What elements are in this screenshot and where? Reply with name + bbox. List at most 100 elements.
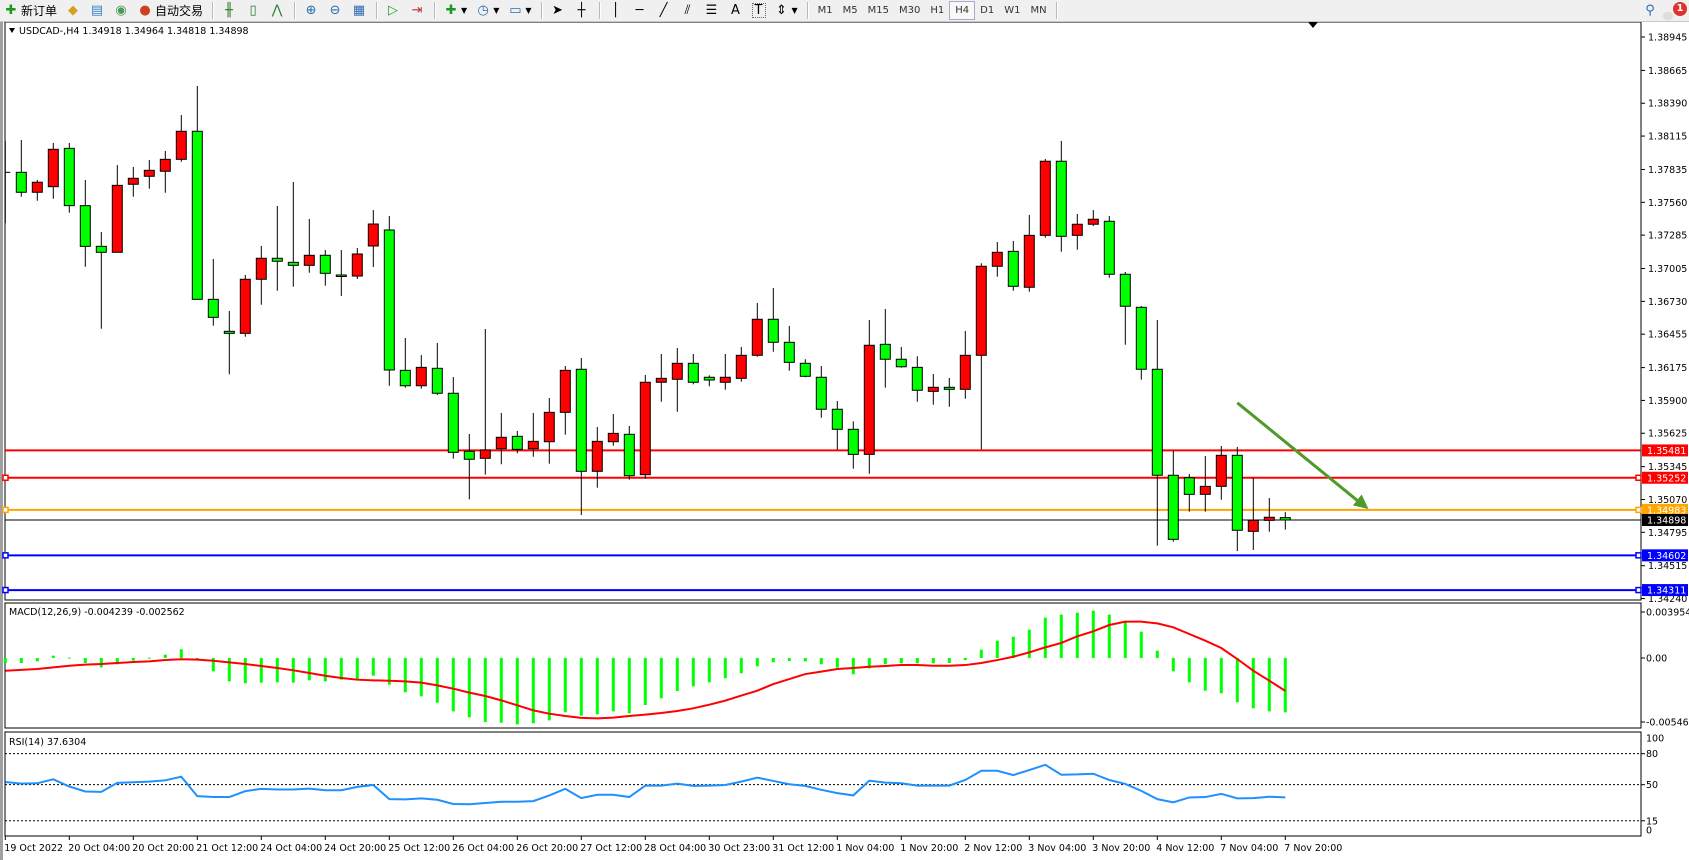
line-handle-left[interactable]	[2, 586, 9, 594]
timeframe-m5[interactable]: M5	[842, 5, 858, 16]
candle-body[interactable]	[847, 428, 859, 455]
candle-body[interactable]	[255, 257, 267, 280]
candle-body[interactable]	[111, 184, 123, 253]
timeframe-h1[interactable]: H1	[930, 5, 945, 16]
candle-body[interactable]	[623, 433, 635, 477]
candle-body[interactable]	[319, 254, 331, 274]
candle-body[interactable]	[783, 341, 795, 363]
candle-body[interactable]	[1103, 220, 1115, 275]
candle-body[interactable]	[47, 148, 59, 188]
candle-body[interactable]	[991, 251, 1003, 267]
zoom-out-button[interactable]: ⊖	[324, 1, 346, 20]
candle-body[interactable]	[927, 386, 939, 392]
candle-body[interactable]	[799, 362, 811, 377]
candle-body[interactable]	[15, 171, 27, 193]
candle-body[interactable]	[1055, 160, 1067, 237]
search-button[interactable]: ⚲	[1639, 1, 1661, 20]
line-chart-button[interactable]: ⋀	[266, 1, 288, 20]
fibonacci-button[interactable]: ☰	[701, 1, 723, 20]
line-handle-right[interactable]	[1635, 474, 1642, 482]
line-handle-right[interactable]	[1635, 506, 1642, 514]
text-label-button[interactable]: T	[749, 1, 769, 20]
candle-body[interactable]	[815, 376, 827, 410]
line-handle-left[interactable]	[2, 474, 9, 482]
candle-body[interactable]	[895, 358, 907, 368]
candle-body[interactable]	[415, 366, 427, 387]
auto-trading-button[interactable]: ● 自动交易	[134, 1, 206, 20]
candle-body[interactable]	[671, 362, 683, 380]
arrows-button[interactable]: ⇕ ▼	[771, 1, 801, 20]
candle-body[interactable]	[767, 318, 779, 343]
vertical-line-button[interactable]: │	[605, 1, 627, 20]
timeframe-mn[interactable]: MN	[1030, 5, 1047, 16]
annotation-arrow-shaft[interactable]	[1236, 401, 1362, 505]
candle-body[interactable]	[367, 223, 379, 247]
candle-body[interactable]	[239, 278, 251, 334]
candle-body[interactable]	[863, 344, 875, 455]
line-handle-left[interactable]	[2, 552, 9, 559]
candle-body[interactable]	[31, 181, 43, 193]
candle-body[interactable]	[271, 257, 283, 262]
candle-body[interactable]	[831, 408, 843, 430]
candle-body[interactable]	[223, 330, 235, 334]
candle-body[interactable]	[191, 130, 203, 300]
new-order-button[interactable]: ✚ 新订单	[0, 1, 60, 20]
candle-body[interactable]	[1279, 517, 1291, 521]
candle-body[interactable]	[79, 205, 91, 247]
signals-button[interactable]: ◉	[110, 1, 132, 20]
text-button[interactable]: A	[725, 1, 747, 20]
candle-body[interactable]	[1007, 250, 1019, 287]
candle-body[interactable]	[687, 362, 699, 383]
candle-body[interactable]	[1071, 223, 1083, 236]
zoom-in-button[interactable]: ⊕	[300, 1, 322, 20]
candle-body[interactable]	[1023, 234, 1035, 288]
equidistant-channel-button[interactable]: ⫽	[677, 1, 699, 20]
symbol-menu-icon[interactable]	[9, 28, 15, 33]
line-handle-left[interactable]	[2, 506, 9, 514]
candle-body[interactable]	[175, 130, 187, 160]
templates-button[interactable]: ▭ ▼	[504, 1, 534, 20]
timeframe-m15[interactable]: M15	[867, 5, 890, 16]
candle-body[interactable]	[63, 147, 75, 207]
candle-body[interactable]	[399, 369, 411, 387]
timeframe-m30[interactable]: M30	[899, 5, 921, 16]
metaeditor-button[interactable]: ◆	[62, 1, 84, 20]
candle-body[interactable]	[463, 450, 475, 460]
bar-chart-button[interactable]: ╫	[218, 1, 240, 20]
candle-body[interactable]	[1183, 477, 1195, 495]
tile-windows-button[interactable]: ▦	[348, 1, 370, 20]
annotation-arrow-head[interactable]	[1352, 494, 1369, 510]
candlestick-button[interactable]: ▯	[242, 1, 264, 20]
candle-body[interactable]	[95, 245, 107, 253]
candle-body[interactable]	[159, 158, 171, 172]
candle-body[interactable]	[351, 253, 363, 277]
candle-body[interactable]	[719, 376, 731, 383]
candle-body[interactable]	[655, 377, 667, 383]
candle-body[interactable]	[1199, 485, 1211, 495]
candle-body[interactable]	[143, 169, 155, 177]
candle-body[interactable]	[559, 369, 571, 413]
timeframe-h4[interactable]: H4	[949, 1, 976, 20]
candle-body[interactable]	[911, 366, 923, 391]
candle-body[interactable]	[383, 229, 395, 371]
candle-body[interactable]	[431, 367, 443, 394]
chart-shift-marker[interactable]	[1308, 22, 1318, 28]
candle-body[interactable]	[1039, 160, 1051, 236]
candle-body[interactable]	[1135, 306, 1147, 370]
candle-body[interactable]	[751, 318, 763, 356]
auto-scroll-button[interactable]: ▷	[382, 1, 404, 20]
candle-body[interactable]	[591, 440, 603, 472]
trendline-button[interactable]: ╱	[653, 1, 675, 20]
candle-body[interactable]	[127, 177, 139, 185]
candle-body[interactable]	[447, 392, 459, 453]
indicators-button[interactable]: ✚ ▼	[440, 1, 470, 20]
horizontal-line-button[interactable]: ─	[629, 1, 651, 20]
candle-body[interactable]	[959, 354, 971, 390]
candle-body[interactable]	[575, 368, 587, 472]
candle-body[interactable]	[511, 435, 523, 450]
candle-body[interactable]	[1263, 516, 1275, 521]
cursor-button[interactable]: ➤	[547, 1, 569, 20]
candle-body[interactable]	[1247, 519, 1259, 532]
candle-body[interactable]	[639, 381, 651, 476]
